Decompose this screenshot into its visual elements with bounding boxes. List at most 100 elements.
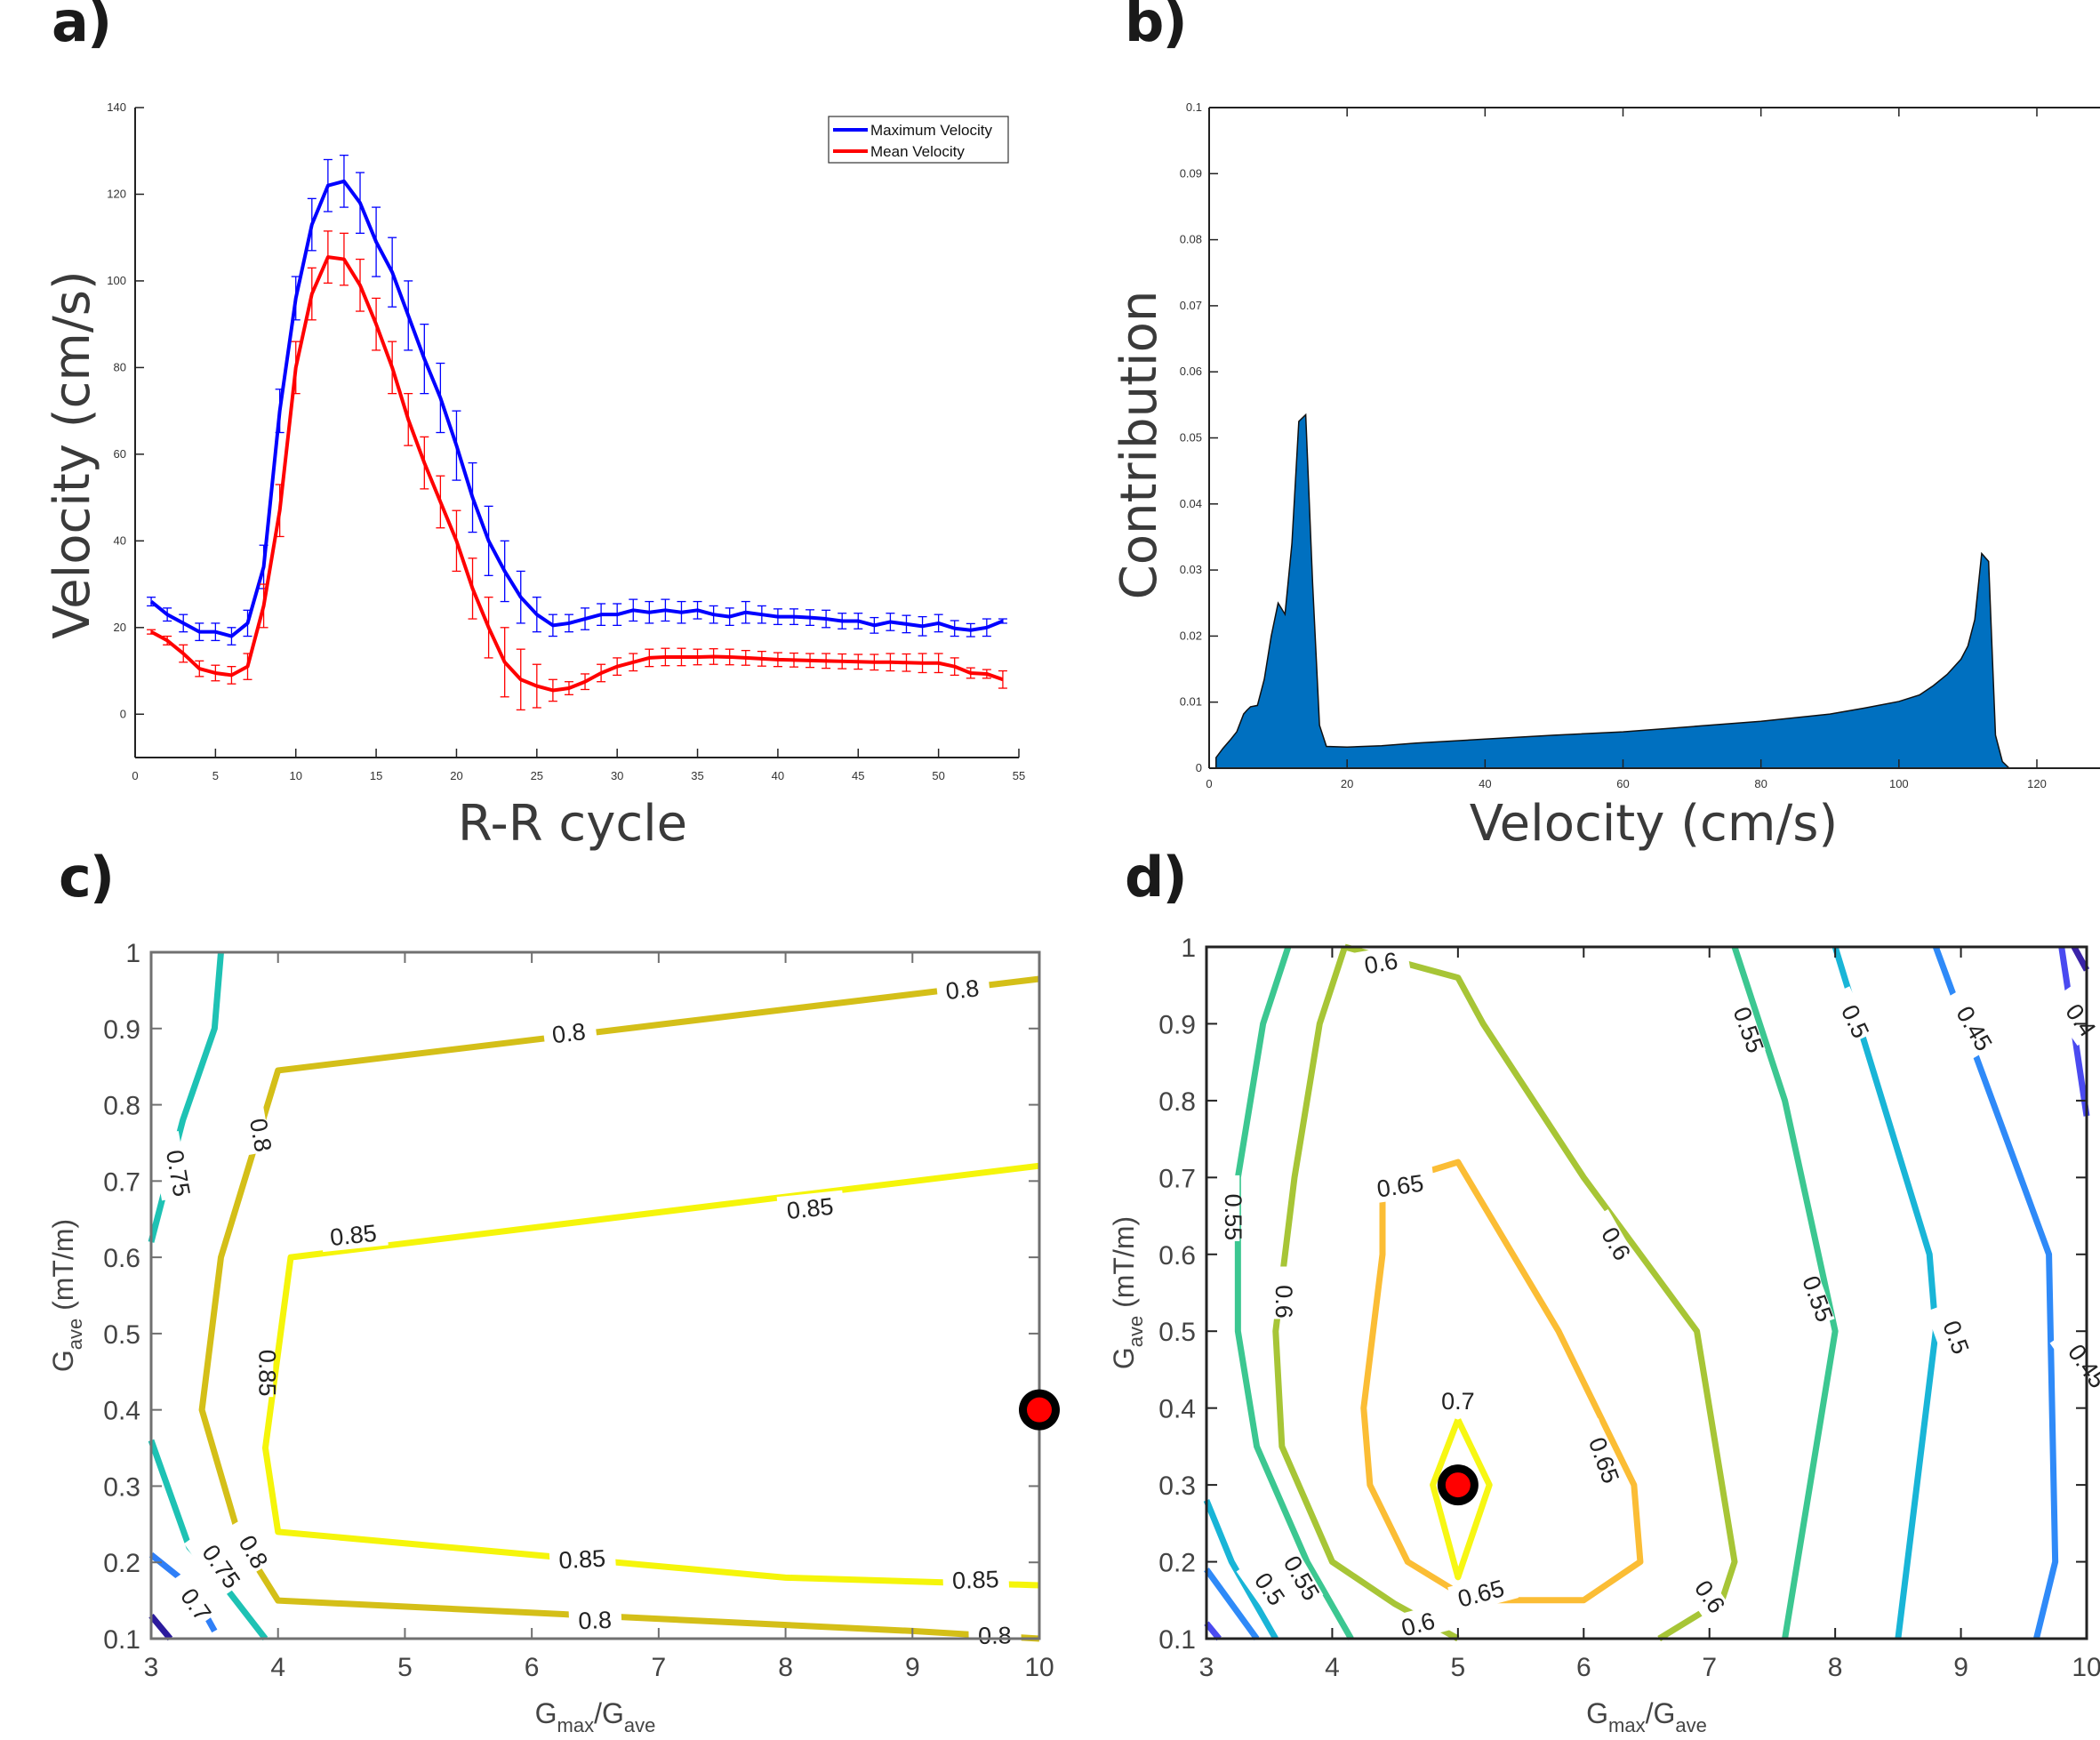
- contour-label: 0.8: [550, 1018, 587, 1048]
- panel-label-d: d): [1125, 845, 1188, 910]
- contour-label-bg: [1785, 1256, 1835, 1329]
- y-tick-label: 1: [1181, 934, 1196, 963]
- contour-0-4: 0.4: [1204, 946, 2100, 1641]
- x-tick-label: 60: [1616, 777, 1629, 790]
- contour-line: [1203, 1499, 1278, 1640]
- x-tick-label: 30: [611, 769, 623, 782]
- x-tick-label: 15: [370, 769, 382, 782]
- y-tick-label: 40: [114, 533, 126, 547]
- x-tick-label: 5: [397, 1653, 413, 1682]
- contour-label: 0.6: [1362, 947, 1399, 979]
- area-fill: [1215, 413, 2016, 769]
- y-tick-label: 0.9: [1158, 1010, 1196, 1039]
- x-tick-label: 3: [1199, 1653, 1214, 1682]
- contour-label-bg: [935, 972, 991, 1006]
- contour-label: 0.65: [1455, 1575, 1508, 1613]
- y-tick-label: 0.4: [103, 1397, 140, 1426]
- legend-box: [828, 116, 1009, 164]
- x-tick-label: 100: [1889, 777, 1909, 790]
- series-line: [149, 179, 1004, 638]
- y-tick-label: 0.02: [1180, 629, 1202, 642]
- contour-label: 0.8: [578, 1607, 613, 1634]
- chart-a: 0 5 10 15 20 25 30 35 40 45 50 55 0 20 40 60 80 100 120 140…: [44, 100, 1025, 853]
- y-tick-label: 0.4: [1158, 1395, 1196, 1424]
- contour-label-bg: [244, 1331, 274, 1398]
- contour-0-75: 0.750.75: [148, 951, 269, 1641]
- contour-line: [1343, 943, 1738, 1641]
- contour-line: [1204, 1568, 1260, 1641]
- x-tick-label: 40: [772, 769, 784, 782]
- x-tick-label: 80: [1754, 777, 1767, 790]
- legend-entry: Mean Velocity: [870, 143, 965, 160]
- contour-label-bg: [2049, 1327, 2100, 1398]
- x-tick-label: 6: [1576, 1653, 1591, 1682]
- legend: Maximum Velocity Mean Velocity: [828, 116, 1009, 164]
- contour-line: [1234, 945, 1354, 1640]
- y-tick-label: 0.6: [1158, 1241, 1196, 1271]
- chart-b: 0 20 40 60 80 100 120 0 0.01 0.02 0.03 0.04 0.05 0.06…: [1110, 100, 2100, 853]
- y-tick-label: 0.01: [1180, 695, 1202, 709]
- panel-label-a: a): [52, 0, 112, 54]
- y-tick-label: 0.04: [1180, 497, 1202, 510]
- contour-label-bg: [568, 1604, 622, 1635]
- x-tick-label: 45: [852, 769, 864, 782]
- series-maximum-velocity: [147, 154, 1007, 645]
- y-tick-label: 0.5: [103, 1320, 140, 1350]
- contour-label: 0.8: [244, 1117, 277, 1154]
- x-tick-label: 10: [1024, 1653, 1054, 1682]
- contour-0-85: 0.85 0.85 0.85 0.85 0.85: [244, 1162, 1040, 1595]
- y-tick-label: 140: [107, 100, 126, 114]
- contour-label-bg: [1236, 1555, 1290, 1615]
- contour-line: [1731, 945, 1839, 1640]
- y-axis-label: Contribution: [1110, 291, 1168, 600]
- x-tick-label: 8: [778, 1653, 793, 1682]
- contour-label-bg: [1571, 1418, 1622, 1490]
- contour-label-bg: [220, 1517, 272, 1577]
- contour-0-65: [148, 1614, 173, 1641]
- contour-line: [2071, 945, 2090, 972]
- panel-label-c: c): [59, 845, 115, 910]
- chart-c: 0.850.850.850.850.850.80.80.80.80.80.80.…: [47, 939, 1060, 1736]
- contour-label-bg: [1716, 988, 1766, 1060]
- contour-label-bg: [942, 1563, 1010, 1595]
- contour-label-bg: [1926, 1302, 1971, 1361]
- optimum-marker: [1445, 1472, 1471, 1498]
- y-tick-label: 1: [125, 939, 140, 968]
- contour-label-bg: [776, 1190, 846, 1226]
- y-tick-label: 0.06: [1180, 365, 1202, 378]
- contour-label-bg: [184, 1527, 245, 1598]
- plot-frame: [1205, 945, 2088, 1640]
- x-tick-label: 20: [1341, 777, 1353, 790]
- contour-line: [1430, 1418, 1493, 1581]
- contour-label-bg: [968, 1620, 1022, 1650]
- legend-entry: Maximum Velocity: [870, 122, 992, 139]
- contour-line: [1360, 1159, 1644, 1604]
- x-tick-label: 9: [905, 1653, 920, 1682]
- y-axis-label: Gave (mT/m): [47, 1219, 86, 1372]
- x-axis-label: Gmax/Gave: [1586, 1697, 1707, 1736]
- x-tick-label: 25: [531, 769, 543, 782]
- x-tick-label: 8: [1828, 1653, 1843, 1682]
- y-tick-label: 0.7: [103, 1167, 140, 1197]
- contour-label-bg: [1676, 1562, 1730, 1623]
- x-tick-label: 7: [1702, 1653, 1717, 1682]
- contour-label-bg: [150, 1130, 190, 1201]
- y-tick-label: 60: [114, 447, 126, 461]
- optimum-marker: [1027, 1397, 1052, 1423]
- y-tick-label: 0.3: [1158, 1471, 1196, 1501]
- x-tick-label: 35: [691, 769, 703, 782]
- chart-d: 0.70.650.650.650.60.60.60.60.60.550.550.…: [1108, 934, 2100, 1736]
- contour-0-6: 0.60.60.60.60.6: [1261, 943, 1738, 1644]
- contour-label-bg: [541, 1014, 598, 1050]
- x-tick-label: 5: [212, 769, 219, 782]
- contour-label: 0.85: [253, 1350, 280, 1397]
- contour-line: [1933, 945, 2059, 1640]
- contour-label-bg: [549, 1543, 617, 1575]
- contour-label: 0.85: [952, 1566, 1000, 1594]
- contour-line: [148, 1614, 173, 1641]
- contour-label: 0.55: [1220, 1194, 1246, 1241]
- y-tick-label: 120: [107, 187, 126, 200]
- x-tick-label: 4: [270, 1653, 285, 1682]
- y-tick-label: 0.2: [1158, 1549, 1196, 1578]
- contour-label: 0.85: [785, 1193, 834, 1224]
